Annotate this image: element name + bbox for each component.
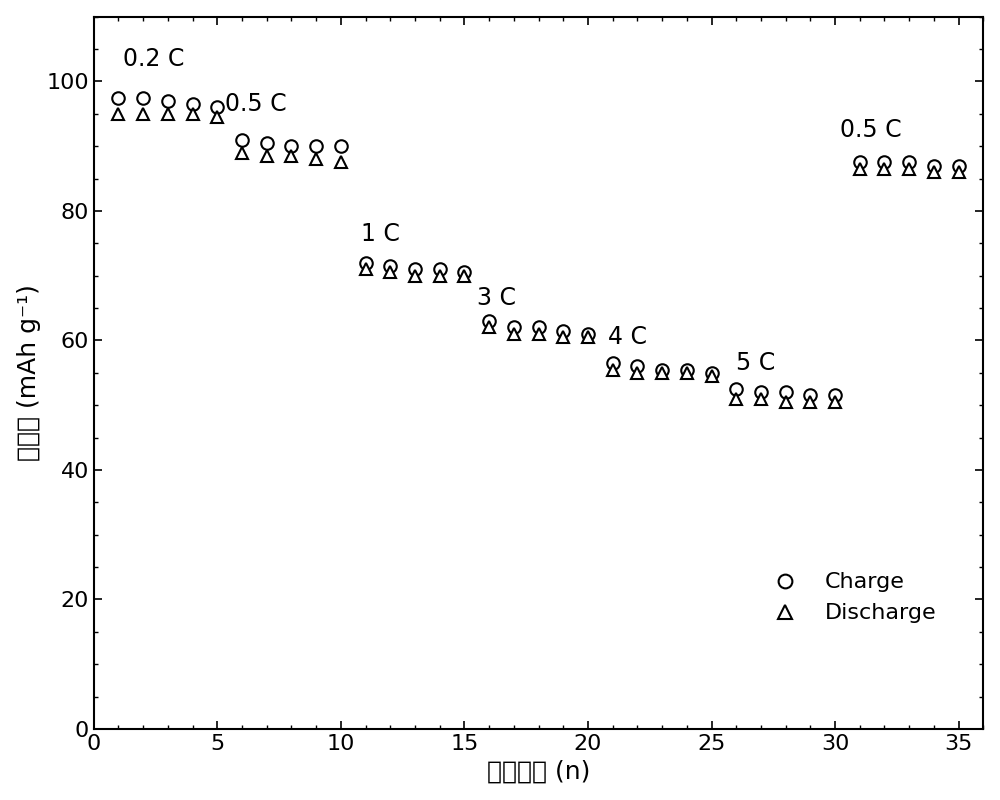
Discharge [656,368,668,378]
Discharge [730,394,742,403]
Discharge [137,109,149,118]
Discharge [854,164,866,174]
Charge [458,268,470,278]
Text: 1 C: 1 C [361,222,399,246]
Charge [335,142,347,151]
Discharge [211,112,223,122]
Charge [656,365,668,374]
Charge [434,264,446,274]
Charge [829,390,841,400]
Text: 0.5 C: 0.5 C [840,118,902,142]
Charge [780,387,792,397]
Y-axis label: 比容量 (mAh g⁻¹): 比容量 (mAh g⁻¹) [17,284,41,462]
Charge [557,326,569,335]
Charge [409,264,421,274]
Discharge [780,397,792,406]
Charge [755,387,767,397]
Charge [631,362,643,371]
Discharge [755,394,767,403]
Discharge [953,167,965,177]
Charge [582,329,594,338]
Discharge [607,365,619,374]
Charge [310,142,322,151]
Discharge [458,271,470,281]
Charge [730,384,742,394]
Discharge [631,368,643,378]
Charge [953,161,965,170]
Charge [681,365,693,374]
Discharge [360,264,372,274]
Charge [162,96,174,106]
Discharge [112,109,124,118]
Discharge [829,397,841,406]
Discharge [384,268,396,278]
Discharge [508,329,520,338]
Charge [878,158,890,167]
Charge [607,358,619,368]
Discharge [335,158,347,167]
Discharge [285,151,297,161]
Discharge [236,148,248,158]
Text: 0.5 C: 0.5 C [225,92,286,116]
Discharge [533,329,545,338]
Charge [236,135,248,145]
Charge [285,142,297,151]
Charge [804,390,816,400]
Discharge [409,271,421,281]
Text: 3 C: 3 C [477,286,516,310]
Charge [483,316,495,326]
Discharge [928,167,940,177]
Discharge [804,397,816,406]
Discharge [681,368,693,378]
Discharge [261,151,273,161]
X-axis label: 循环次数 (n): 循环次数 (n) [487,759,590,783]
Charge [211,102,223,112]
Legend: Charge, Discharge: Charge, Discharge [754,563,946,632]
Text: 5 C: 5 C [736,351,775,375]
Charge [508,322,520,332]
Charge [187,99,199,109]
Discharge [310,154,322,164]
Discharge [187,109,199,118]
Discharge [434,271,446,281]
Discharge [162,109,174,118]
Discharge [706,371,718,381]
Charge [112,93,124,102]
Discharge [557,332,569,342]
Charge [384,261,396,270]
Charge [706,368,718,378]
Text: 0.2 C: 0.2 C [123,46,185,70]
Charge [533,322,545,332]
Charge [928,161,940,170]
Discharge [582,332,594,342]
Charge [261,138,273,148]
Text: 4 C: 4 C [608,325,647,349]
Charge [137,93,149,102]
Discharge [483,322,495,332]
Discharge [878,164,890,174]
Charge [360,258,372,267]
Discharge [903,164,915,174]
Line: Discharge: Discharge [112,107,965,408]
Charge [854,158,866,167]
Line: Charge: Charge [112,91,965,402]
Charge [903,158,915,167]
